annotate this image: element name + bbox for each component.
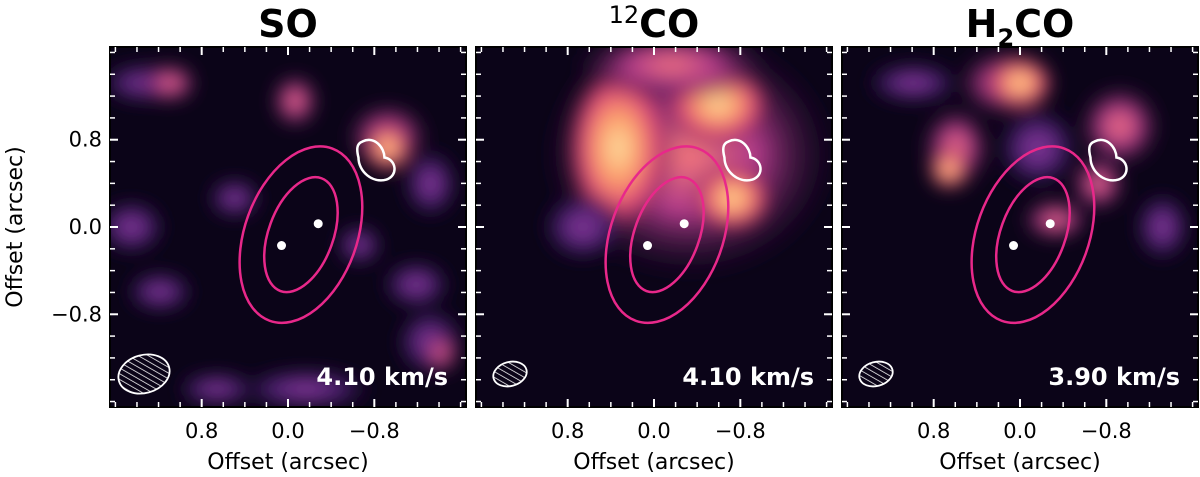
- emission-blob: [124, 270, 196, 314]
- white-contour: [356, 138, 396, 182]
- star-dot-2: [1045, 219, 1055, 229]
- panel-title: SO: [258, 2, 318, 46]
- x-tick-label: 0.0: [271, 419, 304, 443]
- emission-blob: [863, 61, 964, 105]
- panel-2: 0.8 0.0 −0.8 Offset (arcsec) 4.10 km/s 12CO: [475, 1, 833, 475]
- emission-blob: [362, 122, 413, 173]
- outer-contour: [238, 145, 364, 325]
- title-post: CO: [1014, 2, 1074, 46]
- y-tick-label: −0.8: [51, 302, 102, 326]
- outer-contour: [970, 145, 1096, 325]
- y-tick-label: 0.0: [69, 215, 102, 239]
- emission-blob: [1076, 83, 1163, 170]
- x-tick-label: 0.0: [1003, 419, 1036, 443]
- emission-blob: [984, 54, 1056, 112]
- x-tick-label: 0.0: [637, 419, 670, 443]
- panel-1: 0.8 0.0 −0.8 0.8 0.0 −0.8 Offset (arcsec) 4.10 …: [51, 2, 467, 475]
- emission-blob: [234, 367, 377, 407]
- emission-blob: [1020, 198, 1092, 242]
- outer-contour: [604, 145, 730, 325]
- emission-blob: [423, 331, 459, 375]
- beam-ellipse: [117, 353, 171, 395]
- x-axis-label: Offset (arcsec): [573, 450, 735, 475]
- y-tick-label: 0.8: [69, 128, 102, 152]
- inner-contour: [995, 175, 1071, 294]
- inner-contour: [263, 175, 339, 294]
- emission-blob: [270, 72, 321, 130]
- velocity-label: 4.10 km/s: [682, 363, 814, 391]
- white-contour: [722, 138, 762, 182]
- velocity-label: 4.10 km/s: [316, 363, 448, 391]
- emission-map: [110, 61, 466, 407]
- emission-blob: [334, 223, 385, 267]
- x-axis-label: Offset (arcsec): [939, 450, 1101, 475]
- emission-map: [540, 47, 832, 281]
- x-tick-label: 0.8: [917, 419, 950, 443]
- star-dot-1: [643, 241, 653, 251]
- star-dot-1: [277, 241, 287, 251]
- minor-ticks: [842, 47, 1198, 407]
- y-axis-label: Offset (arcsec): [3, 146, 28, 308]
- minor-ticks: [110, 47, 466, 407]
- emission-blob: [206, 176, 264, 220]
- panel-title: 12CO: [609, 1, 700, 46]
- emission-map: [863, 47, 1191, 263]
- x-tick-label: −0.8: [1081, 419, 1132, 443]
- title-pre: SO: [258, 2, 318, 46]
- minor-ticks: [476, 47, 832, 407]
- title-sup: 12: [609, 1, 640, 29]
- inner-contour: [629, 175, 705, 294]
- emission-blob: [110, 198, 167, 256]
- emission-blob: [927, 147, 971, 191]
- panel-title: H2CO: [966, 2, 1075, 52]
- x-tick-label: 0.8: [551, 419, 584, 443]
- emission-blob: [380, 259, 452, 310]
- emission-blob: [572, 47, 772, 101]
- x-axis-label: Offset (arcsec): [207, 450, 369, 475]
- x-tick-label: −0.8: [349, 419, 400, 443]
- velocity-label: 3.90 km/s: [1048, 363, 1180, 391]
- title-pre: H: [966, 2, 998, 46]
- beam-ellipse: [858, 360, 894, 388]
- title-sub: 2: [997, 24, 1014, 52]
- star-dot-2: [679, 219, 689, 229]
- star-dot-1: [1009, 241, 1019, 251]
- panel-3: 0.8 0.0 −0.8 Offset (arcsec) 3.90 km/s H2CO: [841, 2, 1199, 475]
- beam-ellipse: [492, 360, 528, 388]
- star-dot-2: [313, 219, 323, 229]
- emission-blob: [174, 371, 260, 407]
- emission-blob: [142, 61, 199, 105]
- title-post: CO: [639, 2, 699, 46]
- emission-blob: [1133, 191, 1191, 263]
- white-contour: [1088, 138, 1128, 182]
- emission-blob: [401, 147, 459, 220]
- emission-blob: [1069, 155, 1127, 213]
- x-tick-label: −0.8: [715, 419, 766, 443]
- emission-blob: [540, 191, 626, 263]
- x-tick-label: 0.8: [185, 419, 218, 443]
